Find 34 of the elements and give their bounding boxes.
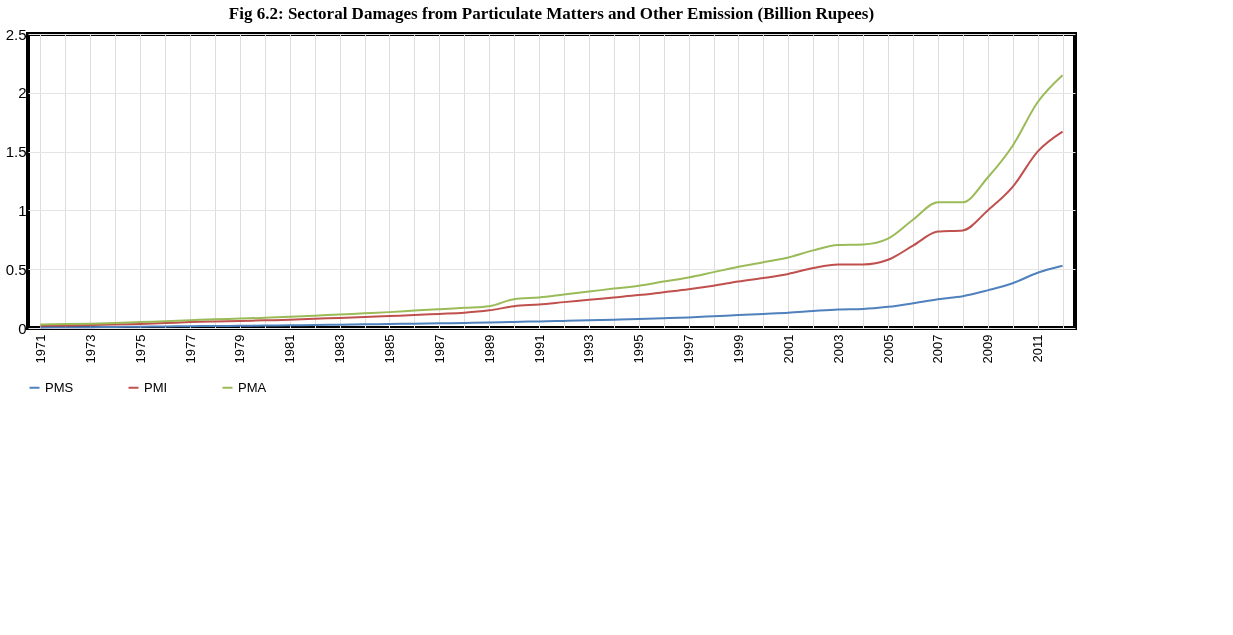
legend-label: PMA — [238, 379, 267, 395]
x-tick-label: 1995 — [631, 334, 647, 364]
x-tick-label: 1987 — [431, 334, 447, 364]
legend-label: PMS — [45, 379, 74, 395]
x-tick-label: 2007 — [930, 334, 946, 364]
y-tick-label: 2.5 — [5, 25, 27, 43]
x-tick-label: 1979 — [232, 334, 248, 364]
x-tick-label: 1997 — [681, 334, 697, 364]
chart-title: Fig 6.2: Sectoral Damages from Particulate Matters and Other Emission (Billion Rupees) — [228, 4, 875, 23]
x-tick-label: 1981 — [282, 334, 298, 364]
x-tick-label: 2001 — [780, 334, 796, 364]
x-tick-label: 1985 — [381, 334, 397, 364]
y-tick-label: 0 — [18, 319, 27, 337]
line-series — [39, 130, 1064, 327]
x-tick-label: 1991 — [531, 334, 547, 364]
x-tick-label: 1973 — [82, 334, 98, 364]
x-tick-label: 1999 — [730, 334, 746, 364]
y-tick-label: 0.5 — [5, 260, 27, 278]
x-tick-label: 1971 — [32, 334, 48, 364]
x-tick-label: 2011 — [1030, 334, 1046, 363]
legend-label: PMI — [144, 379, 168, 395]
x-tick-label: 2003 — [830, 334, 846, 364]
x-tick-label: 1983 — [332, 334, 348, 364]
line-series — [39, 74, 1064, 326]
x-tick-label: 1989 — [481, 334, 497, 364]
y-tick-label: 2 — [18, 84, 27, 102]
y-tick-label: 1 — [18, 201, 27, 219]
x-tick-label: 1975 — [132, 334, 148, 364]
line-series — [39, 264, 1064, 329]
y-tick-label: 1.5 — [5, 143, 27, 161]
x-tick-label: 1993 — [581, 334, 597, 364]
x-tick-label: 1977 — [182, 334, 198, 364]
x-tick-label: 2009 — [980, 334, 996, 364]
x-tick-label: 2005 — [880, 334, 896, 364]
